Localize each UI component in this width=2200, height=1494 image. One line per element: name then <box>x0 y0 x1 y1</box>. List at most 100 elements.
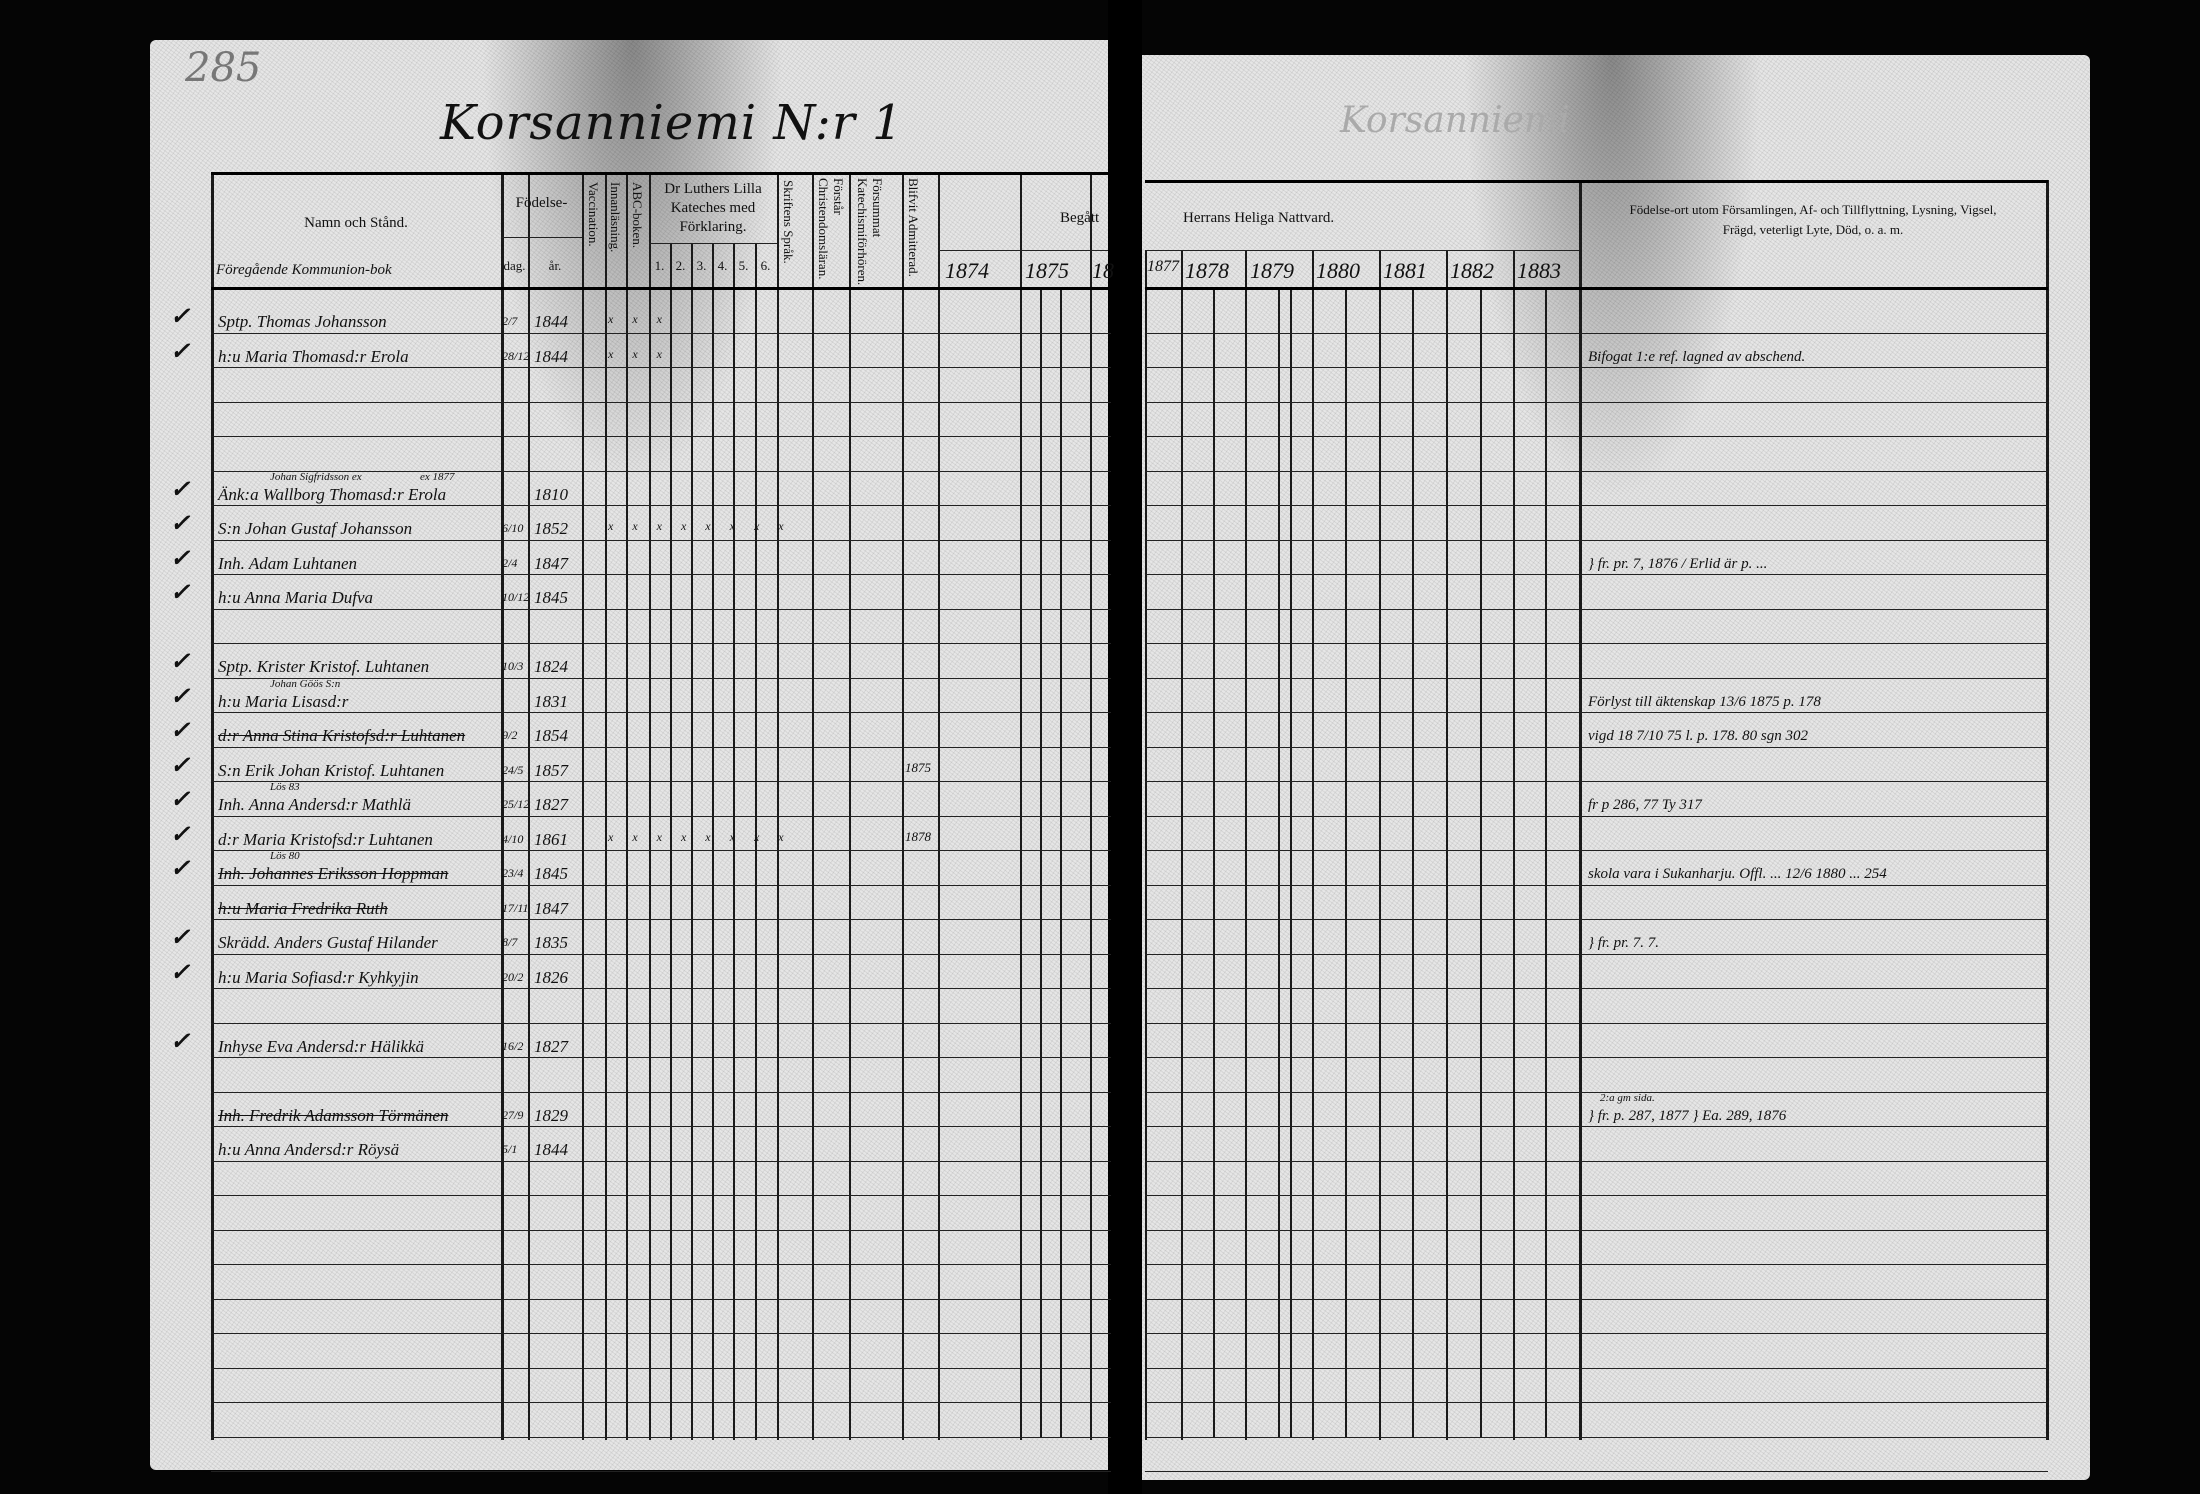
row-rule <box>1145 1402 2048 1404</box>
person-name: h:u Maria Thomasd:r Erola <box>218 346 409 366</box>
column-rule <box>626 172 628 1440</box>
row-rule <box>1145 436 2048 438</box>
row-rule <box>211 1436 1111 1438</box>
header-catechism: Dr Luthers Lilla Kateches med Förklaring… <box>664 181 762 235</box>
register-entry: ✓ Inhyse Eva Andersd:r Hälikkä 16/2 1827 <box>0 1023 2200 1057</box>
header-bottom-rule <box>211 287 1111 290</box>
column-rule <box>211 172 214 1440</box>
register-entry: ✓ h:u Maria Sofiasd:r Kyhkyjin 20/2 1826 <box>0 954 2200 988</box>
header-remarks-line2: Frägd, veterligt Lyte, Död, o. a. m. <box>1722 222 1904 237</box>
year-column-header: 18 <box>1092 258 1114 283</box>
birth-day: 17/11 <box>502 900 529 915</box>
birth-year: 1829 <box>534 1105 568 1125</box>
column-rule <box>1020 172 1022 1440</box>
check-mark: ✓ <box>170 649 191 675</box>
register-entry: h:u Anna Andersd:r Röysä 5/1 1844 <box>0 1126 2200 1160</box>
row-rule <box>1145 367 2048 369</box>
column-rule <box>712 243 714 1440</box>
birth-day: 6/10 <box>502 521 524 535</box>
row-rule <box>211 505 1111 507</box>
header-vaccination: Vaccination. <box>586 182 601 247</box>
person-name: S:n Erik Johan Kristof. Luhtanen <box>218 760 445 780</box>
admitted-year: 1878 <box>905 828 931 844</box>
right-page <box>1135 55 2090 1480</box>
birth-year: 1824 <box>534 657 568 676</box>
row-rule <box>1145 1298 2048 1300</box>
column-rule <box>812 172 814 1440</box>
row-rule <box>211 850 1111 852</box>
header-rule <box>649 243 777 245</box>
header-admitted: Blifvit Admitterad. <box>906 178 921 277</box>
row-rule <box>211 1126 1111 1128</box>
header-communion-right: Herrans Heliga Nattvard. <box>1183 210 1335 226</box>
year-column-header: 1875 <box>1025 258 1069 283</box>
person-name: Inh. Johannes Eriksson Hoppman <box>218 864 449 883</box>
register-entry: ✓ S:n Erik Johan Kristof. Luhtanen 24/5 185… <box>0 747 2200 781</box>
catechism-marks: x x x <box>608 346 670 361</box>
column-rule <box>1480 287 1482 1437</box>
person-name: Änk:a Wallborg Thomasd:r Erola <box>218 484 447 504</box>
remark: } fr. pr. 7, 1876 / Erlid är p. ... <box>1588 555 1768 572</box>
birth-year: 1844 <box>534 1140 568 1159</box>
birth-day: 8/7 <box>502 935 518 949</box>
row-rule <box>1145 884 2048 886</box>
remark: skola vara i Sukanharju. Offl. ... 12/6 … <box>1588 866 1887 882</box>
column-rule <box>1290 287 1292 1437</box>
birth-day: 10/3 <box>502 659 524 673</box>
birth-year: 1835 <box>534 933 568 952</box>
column-rule <box>605 172 607 1440</box>
column-rule <box>670 243 672 1440</box>
check-mark: ✓ <box>170 1028 191 1055</box>
catechism-part-2: 2. <box>675 258 686 273</box>
person-name: Inh. Adam Luhtanen <box>218 553 357 573</box>
column-rule <box>1579 180 1582 1440</box>
birth-day: 4/10 <box>502 831 524 846</box>
register-entry: ✓ Sptp. Krister Kristof. Luhtanen 10/3 1824 <box>0 643 2200 677</box>
header-birth-day: dag. <box>503 258 526 273</box>
column-rule <box>1245 250 1247 1440</box>
year-column-header: 1879 <box>1250 258 1294 283</box>
column-rule <box>2046 180 2049 1440</box>
register-entry: ✓ Skrädd. Anders Gustaf Hilander 8/7 1835} … <box>0 919 2200 953</box>
row-rule <box>211 1195 1111 1197</box>
check-mark: ✓ <box>170 580 191 606</box>
row-rule <box>211 574 1111 576</box>
row-rule <box>1145 988 2048 990</box>
column-rule <box>755 243 757 1440</box>
admitted-year: 1875 <box>905 759 931 775</box>
column-rule <box>1412 287 1414 1437</box>
column-rule <box>1278 287 1280 1437</box>
row-rule <box>211 1057 1111 1059</box>
row-rule <box>211 746 1111 748</box>
year-column-header: 1883 <box>1517 258 1561 283</box>
birth-year: 1861 <box>534 829 568 849</box>
catechism-part-1: 1. <box>654 258 665 273</box>
check-mark: ✓ <box>170 821 191 848</box>
column-rule <box>1213 287 1215 1437</box>
header-top-rule <box>211 172 1111 175</box>
page-title: Korsanniemi N:r 1 <box>440 95 904 151</box>
row-rule <box>1145 677 2048 679</box>
row-rule <box>211 1298 1111 1300</box>
birth-year: 1827 <box>534 795 568 814</box>
header-scripture: Skriftens Språk. <box>781 180 796 264</box>
birth-day: 9/2 <box>502 728 518 742</box>
header-top-rule <box>1145 180 2048 183</box>
check-mark: ✓ <box>170 752 191 779</box>
column-rule <box>938 172 940 1440</box>
header-christianity: Förstår Christendomsläran. <box>816 178 846 280</box>
row-rule <box>211 884 1111 886</box>
check-mark: ✓ <box>170 476 191 503</box>
name-annotation: Lös 83 <box>270 781 300 793</box>
birth-day: 10/12 <box>502 590 530 604</box>
row-rule <box>211 1471 1111 1473</box>
row-rule <box>1145 332 2048 334</box>
row-rule <box>211 643 1111 645</box>
row-rule <box>1145 1436 2048 1438</box>
header-rule <box>1145 250 1579 252</box>
row-rule <box>1145 1333 2048 1335</box>
header-name-note: Föregående Kommunion-bok <box>216 262 392 278</box>
year-column-header: 1878 <box>1185 258 1229 283</box>
check-mark: ✓ <box>170 856 191 882</box>
year-column-header: 1881 <box>1383 258 1427 283</box>
